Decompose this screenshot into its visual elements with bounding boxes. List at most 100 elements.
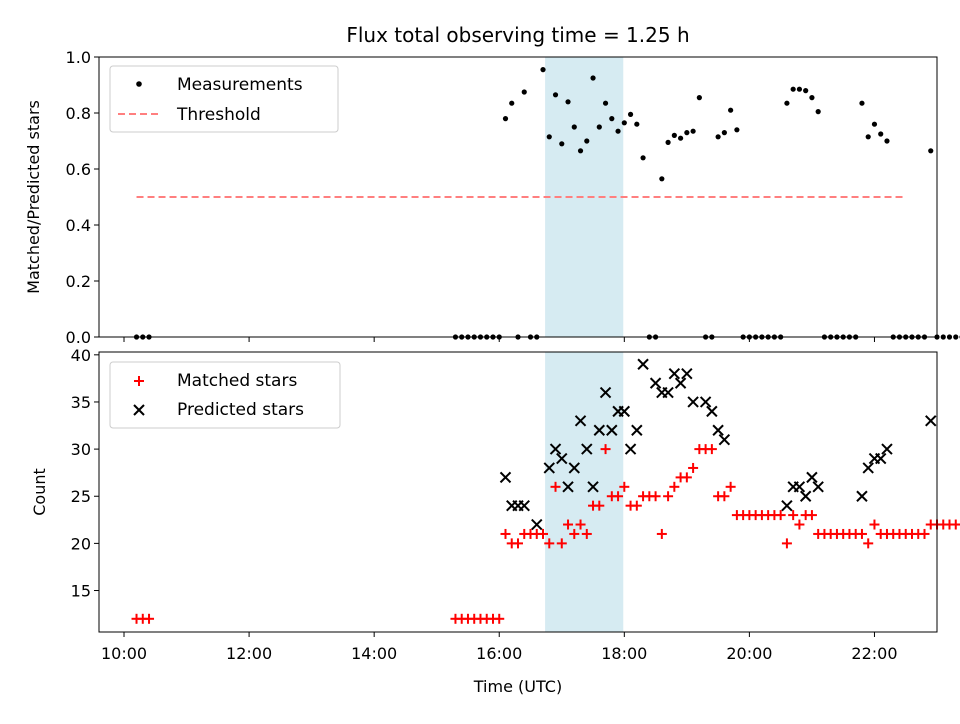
- measurement-point: [815, 109, 821, 115]
- matched-star-point: [663, 491, 674, 502]
- predicted-star-point: [668, 367, 681, 380]
- predicted-star-point: [599, 386, 612, 399]
- x-stroke: [668, 367, 681, 380]
- x-stroke: [799, 490, 812, 502]
- legend-label-threshold: Threshold: [176, 105, 261, 125]
- predicted-star-point: [875, 452, 887, 465]
- matched-star-point: [706, 444, 717, 455]
- x-stroke: [606, 424, 618, 436]
- predicted-star-point: [562, 481, 574, 493]
- x-stroke: [587, 481, 599, 493]
- predicted-star-point: [856, 490, 868, 502]
- predicted-star-point: [531, 518, 543, 531]
- y-tick-label: 35: [71, 393, 91, 412]
- bottom-legend-box: [109, 361, 341, 429]
- measurement-point: [859, 100, 865, 106]
- y-tick-label: 0.2: [66, 272, 91, 291]
- x-stroke: [518, 499, 530, 512]
- x-stroke: [637, 358, 649, 370]
- matched-star-point: [600, 444, 611, 455]
- predicted-star-point: [793, 481, 806, 493]
- predicted-star-point: [549, 443, 562, 455]
- measurement-point: [871, 121, 878, 127]
- x-stroke: [875, 452, 887, 465]
- measurement-point: [509, 100, 515, 106]
- legend-label-predicted-stars: Predicted stars: [177, 400, 304, 420]
- measurement-point: [615, 128, 621, 134]
- measurement-point: [584, 138, 590, 144]
- bottom-legend: Matched stars Predicted stars: [109, 361, 341, 429]
- x-stroke: [543, 462, 555, 474]
- x-tick-label: 12:00: [226, 644, 272, 663]
- x-stroke: [581, 443, 593, 455]
- matched-star-point: [144, 613, 155, 624]
- measurement-point: [571, 124, 577, 130]
- measurement-point: [953, 334, 959, 340]
- matched-star-point: [656, 528, 667, 539]
- matched-star-point: [594, 500, 605, 511]
- x-tick-label: 18:00: [601, 644, 647, 663]
- matched-star-point: [513, 538, 523, 549]
- bottom-x-ticks: 10:00 12:00 14:00 16:00 18:00 20:00 22:00: [101, 632, 898, 663]
- top-plot-frame: [98, 56, 938, 338]
- matched-star-point: [775, 510, 786, 521]
- predicted-star-point: [799, 490, 812, 502]
- x-stroke: [499, 471, 512, 484]
- matched-star-point: [669, 481, 680, 492]
- predicted-star-point: [581, 443, 593, 455]
- measurement-point: [796, 86, 803, 92]
- matched-star-point: [575, 519, 586, 530]
- matched-star-point: [619, 481, 630, 492]
- matched-star-point: [556, 538, 567, 549]
- predicted-star-point: [674, 377, 687, 389]
- measurement-point: [721, 130, 727, 136]
- measurement-point: [690, 128, 696, 134]
- measurement-point: [734, 127, 740, 133]
- predicted-star-point: [806, 471, 818, 484]
- bottom-marks: [131, 358, 960, 624]
- top-marks: [133, 67, 960, 340]
- y-tick-label: 25: [71, 487, 91, 506]
- x-stroke: [793, 481, 806, 493]
- legend-marker-predicted-stars: [133, 404, 145, 416]
- measurement-point: [728, 107, 734, 113]
- x-stroke: [624, 443, 637, 455]
- measurement-point: [940, 334, 946, 340]
- predicted-star-point: [925, 415, 937, 427]
- measurement-point: [634, 121, 640, 127]
- matched-star-point: [550, 481, 561, 492]
- predicted-star-point: [624, 443, 637, 455]
- measurement-point: [684, 130, 690, 136]
- matched-star-point: [719, 491, 730, 502]
- predicted-star-point: [706, 405, 718, 418]
- measurement-point: [884, 138, 890, 144]
- measurement-point: [546, 134, 552, 140]
- x-tick-label: 10:00: [101, 644, 147, 663]
- measurement-point: [552, 92, 559, 98]
- measurement-point: [590, 75, 596, 81]
- measurement-point: [521, 89, 527, 95]
- predicted-star-point: [681, 367, 693, 380]
- predicted-star-point: [568, 462, 580, 474]
- matched-star-point: [631, 500, 642, 511]
- y-tick-label: 30: [71, 440, 91, 459]
- y-tick-label: 0.4: [66, 216, 91, 235]
- bottom-plot-frame: [98, 351, 938, 633]
- matched-star-point: [613, 491, 624, 502]
- matched-star-point: [806, 510, 817, 521]
- matched-star-point: [569, 528, 580, 539]
- predicted-star-point: [543, 462, 555, 474]
- measurement-point: [809, 95, 815, 101]
- predicted-star-point: [556, 452, 568, 465]
- predicted-star-point: [862, 462, 874, 474]
- y-tick-label: 0.8: [66, 104, 91, 123]
- bottom-highlight-span: [545, 352, 624, 632]
- measurement-point: [784, 100, 790, 106]
- matched-star-point: [688, 462, 699, 473]
- measurement-point: [540, 67, 546, 73]
- matched-star-point: [794, 519, 805, 530]
- x-tick-label: 16:00: [476, 644, 522, 663]
- x-stroke: [806, 471, 818, 484]
- x-stroke: [631, 424, 643, 436]
